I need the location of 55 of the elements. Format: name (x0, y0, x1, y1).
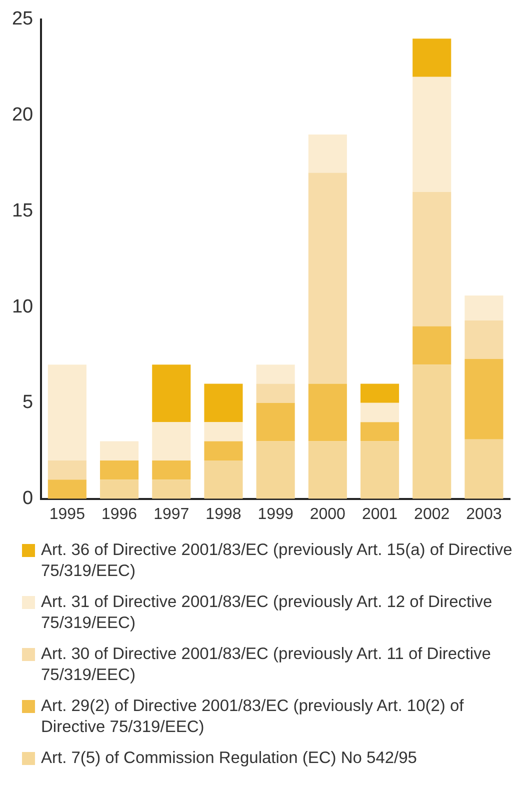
y-tick-label: 25 (12, 8, 34, 30)
bar (308, 441, 347, 499)
bar (412, 326, 452, 365)
bar (464, 296, 504, 320)
legend-label: Art. 29(2) of Directive 2001/83/EC (previously Art. 10(2) of Directive 75/319/EEC) (41, 696, 465, 738)
bar (412, 76, 452, 192)
x-tick-label: 2002 (414, 506, 450, 523)
bar (360, 441, 400, 499)
x-tick-label: 2003 (466, 506, 502, 523)
legend-label: Art. 36 of Directive 2001/83/EC (previously Art. 15(a) of Directive 75/319/EEC) (41, 540, 514, 582)
legend-label: Art. 30 of Directive 2001/83/EC (previously Art. 11 of Directive 75/319/EEC) (41, 644, 492, 686)
bar (464, 358, 504, 440)
bar (464, 439, 504, 499)
y-tick-label: 15 (12, 200, 34, 222)
bar (464, 320, 504, 359)
bar (360, 402, 400, 422)
legend-label: Art. 31 of Directive 2001/83/EC (previously Art. 12 of Directive 75/319/EEC) (41, 592, 494, 634)
y-tick-label: 20 (12, 104, 34, 126)
x-tick-label: 1997 (154, 506, 190, 523)
bar (100, 460, 139, 480)
bar (360, 422, 400, 442)
bar (204, 441, 243, 460)
bar (256, 384, 295, 403)
y-tick-label: 10 (12, 296, 34, 318)
bar (204, 422, 243, 442)
bar (48, 480, 86, 499)
bar (48, 460, 86, 480)
bar (412, 192, 452, 326)
bar (152, 480, 191, 499)
x-tick-label: 2001 (362, 506, 398, 523)
bar (100, 480, 139, 499)
x-tick-label: 1995 (49, 506, 86, 523)
y-tick-label: 5 (22, 392, 34, 414)
x-tick-label: 1996 (101, 506, 138, 523)
x-tick-label: 2000 (310, 506, 346, 523)
bar (152, 422, 191, 460)
bar (256, 441, 295, 499)
bar (256, 402, 295, 442)
bar (412, 38, 452, 77)
bar (308, 172, 347, 384)
x-tick-label: 1999 (258, 506, 294, 523)
legend-label: Art. 7(5) of Commission Regulation (EC) No 542/95 (41, 748, 417, 769)
x-tick-label: 1998 (206, 506, 242, 523)
y-tick-label: 0 (22, 488, 34, 510)
bar (152, 460, 191, 480)
bar (308, 384, 347, 442)
bar (256, 364, 295, 384)
bar (412, 364, 452, 499)
bar (48, 364, 86, 460)
bar (204, 460, 243, 499)
bar (100, 441, 139, 460)
bar (308, 134, 347, 173)
bar (204, 384, 243, 422)
bar (360, 384, 400, 403)
bar (152, 364, 191, 422)
